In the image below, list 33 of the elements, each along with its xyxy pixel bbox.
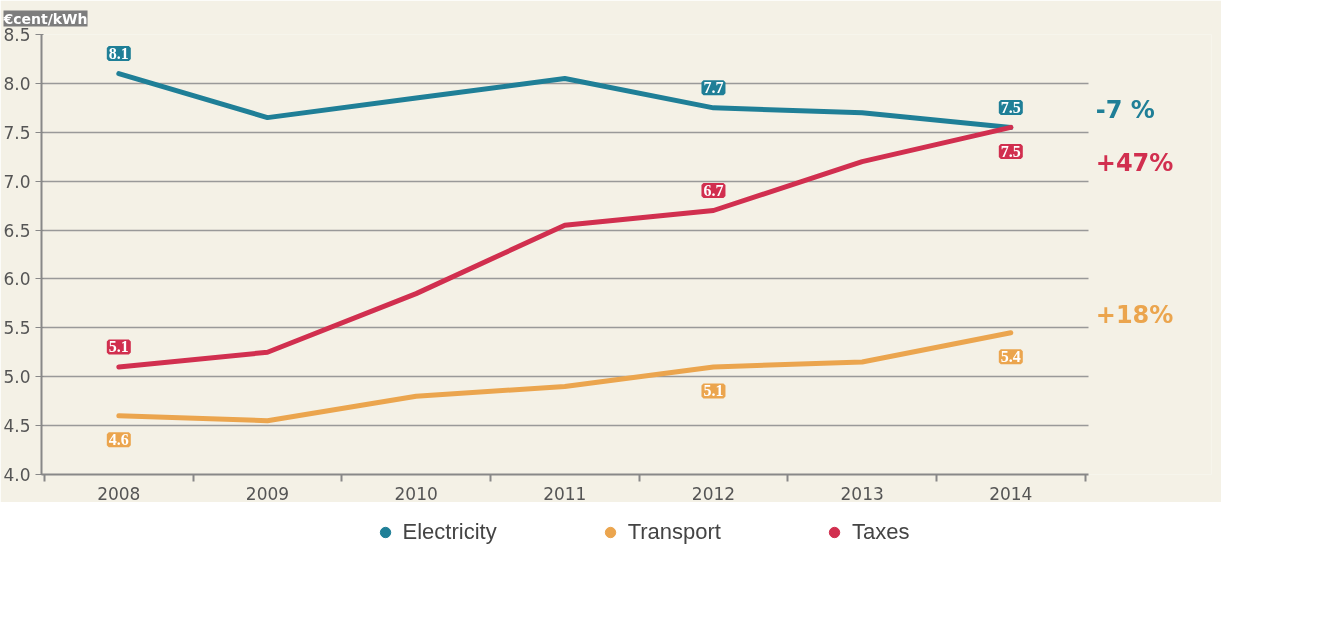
text: +18% [1095, 301, 1174, 330]
legend-label: Taxes [851, 519, 910, 545]
y-axis-title: €cent/kWh [2, 10, 88, 27]
y-tick-label: 5.0 [3, 367, 31, 388]
data-label: 6.7 [703, 182, 724, 199]
data-label: 7.5 [1000, 98, 1021, 116]
data-label: 7.5 [1000, 142, 1021, 160]
y-tick-label: 6.0 [3, 269, 31, 290]
y-tick-label: 4.0 [3, 465, 31, 485]
legend-label: Transport [627, 519, 721, 545]
data-label: 4.6 [108, 431, 129, 449]
y-tick-label: 7.5 [3, 122, 31, 143]
y-tick-label: 4.5 [3, 416, 31, 437]
text: +47% [1095, 148, 1174, 177]
x-tick-label: 2011 [543, 483, 587, 504]
text: -7 % [1095, 95, 1155, 124]
data-label: 5.1 [703, 382, 724, 400]
y-tick-label: 8.5 [3, 25, 31, 45]
y-tick-label: 7.0 [3, 171, 31, 192]
x-tick-label: 2009 [245, 483, 290, 504]
x-tick-label: 2010 [394, 483, 438, 504]
data-label: 8.1 [108, 45, 129, 63]
data-label: 7.7 [703, 79, 724, 97]
legend-label: Electricity [402, 519, 497, 545]
x-tick-label: 2012 [691, 483, 736, 504]
y-tick-label: 5.5 [3, 318, 31, 339]
x-tick-label: 2014 [989, 483, 1033, 504]
y-tick-label: 6.5 [3, 220, 31, 241]
y-tick-label: 8.0 [3, 73, 31, 94]
data-label: 5.1 [108, 338, 129, 356]
data-label: 5.4 [1000, 348, 1021, 366]
x-tick-label: 2008 [97, 483, 141, 504]
x-tick-label: 2013 [840, 483, 884, 504]
